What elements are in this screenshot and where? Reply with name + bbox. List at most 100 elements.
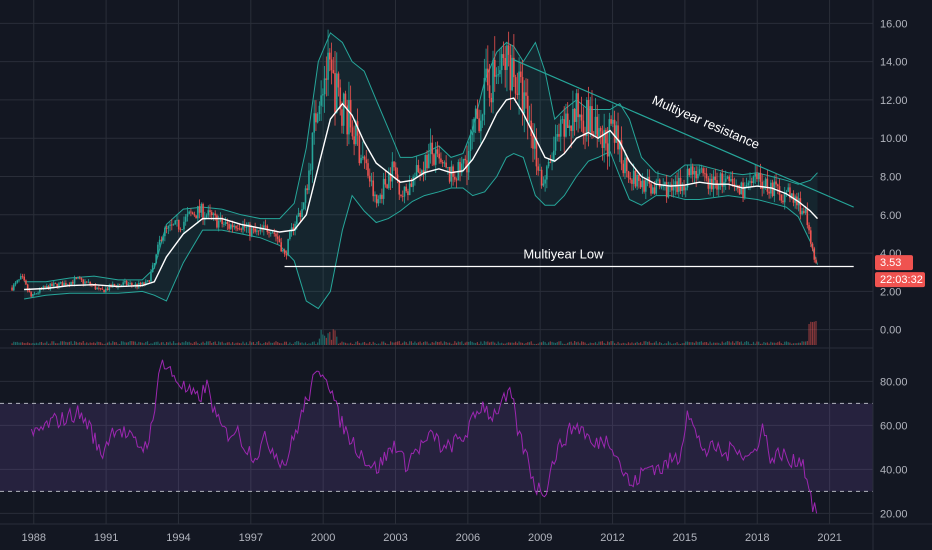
volume-bar <box>492 341 494 345</box>
volume-bar <box>244 343 246 345</box>
volume-bar <box>386 343 388 345</box>
volume-bar <box>530 341 532 345</box>
volume-bar <box>152 343 154 345</box>
volume-bar <box>466 341 468 345</box>
grid <box>0 0 873 524</box>
volume-bar <box>810 321 812 345</box>
candle-body <box>528 120 531 122</box>
volume-bar <box>575 342 577 345</box>
volume-bar <box>30 343 32 345</box>
candle-body <box>742 182 744 199</box>
volume-bar <box>157 341 159 345</box>
volume-bar <box>225 343 227 345</box>
volume-bar <box>714 342 716 345</box>
volume-bar <box>334 330 336 345</box>
candle-body <box>224 222 227 224</box>
candle-body <box>98 287 100 289</box>
volume-bar <box>256 341 258 345</box>
volume-bar <box>383 341 385 345</box>
volume-bar <box>94 343 97 345</box>
volume-bar <box>133 341 135 345</box>
volume-bar <box>63 341 65 345</box>
price-tick-label: 6.00 <box>880 210 901 222</box>
candle-body <box>759 172 762 182</box>
volume-bar <box>183 342 185 345</box>
volume-bar <box>101 343 103 345</box>
volume-bar <box>459 342 461 345</box>
candle-body <box>297 212 300 216</box>
time-axis[interactable]: 1988 1991 1994 1997 2000 2003 2006 2009 2012 2015… <box>22 532 842 544</box>
volume-bar <box>138 341 140 345</box>
candle-body <box>499 70 501 75</box>
candle-body <box>348 100 350 135</box>
candle-body <box>105 288 107 293</box>
candle-body <box>66 284 69 286</box>
candle-body <box>381 194 383 199</box>
volume-bar <box>676 342 678 345</box>
candle-body <box>391 161 394 182</box>
volume-bar <box>379 343 381 345</box>
volume-bar <box>395 342 397 345</box>
volume-bar <box>42 343 44 345</box>
volume-bar <box>172 341 175 345</box>
candle-body <box>308 170 310 191</box>
volume-bar <box>645 341 647 345</box>
volume-bar <box>21 342 24 345</box>
candle-body <box>11 287 13 291</box>
volume-bar <box>683 343 685 345</box>
volume-bar <box>716 342 718 345</box>
volume-bar <box>513 342 515 345</box>
volume-bar <box>428 343 430 345</box>
volume-bar <box>468 341 470 345</box>
candle-body <box>535 137 538 167</box>
volume-bar <box>23 342 25 345</box>
volume-bar <box>431 342 433 345</box>
volume-bar <box>700 341 702 345</box>
candle-body <box>283 249 286 255</box>
volume-bar <box>174 343 176 345</box>
volume-bar <box>447 342 449 345</box>
bollinger-bands <box>24 32 818 310</box>
volume-bar <box>360 343 362 345</box>
candle-body <box>12 284 15 291</box>
candle-body <box>540 169 543 186</box>
candle-body <box>117 284 119 288</box>
candle-body <box>129 283 131 284</box>
candle-body <box>344 93 347 106</box>
volume-bar <box>58 343 60 345</box>
volume-bar <box>275 341 277 345</box>
volume-bar <box>789 342 791 345</box>
candle-body <box>313 113 315 133</box>
candle-body <box>99 288 102 289</box>
volume-bar <box>32 342 34 345</box>
candle-body <box>285 254 288 256</box>
volume-bar <box>143 343 145 345</box>
rsi-tick-label: 20.00 <box>880 508 908 520</box>
volume-bar <box>164 343 166 345</box>
volume-bar <box>515 341 517 345</box>
price-tick-label: 0.00 <box>880 325 901 337</box>
volume-bar <box>365 343 367 345</box>
candle-body <box>738 188 741 195</box>
candle-body <box>339 87 342 110</box>
candle-body <box>179 229 182 231</box>
rsi-axis[interactable]: 20.00 40.00 60.00 80.00 <box>880 376 908 520</box>
volume-bar <box>806 341 808 345</box>
volume-bar <box>751 343 753 345</box>
volume-bar <box>558 341 560 345</box>
candle-body <box>756 173 758 180</box>
candle-body <box>495 75 498 77</box>
volume-bar <box>502 343 505 345</box>
resistance-trendline[interactable] <box>513 59 854 208</box>
volume-bar <box>287 343 289 345</box>
volume-bar <box>487 341 489 345</box>
candle-body <box>752 176 755 183</box>
volume-bar <box>705 342 708 345</box>
volume-bar <box>607 341 609 345</box>
candle-body <box>676 181 678 192</box>
volume-bar <box>692 342 694 345</box>
candle-body <box>655 180 658 194</box>
volume-bar <box>70 341 72 345</box>
candle-body <box>120 284 123 286</box>
